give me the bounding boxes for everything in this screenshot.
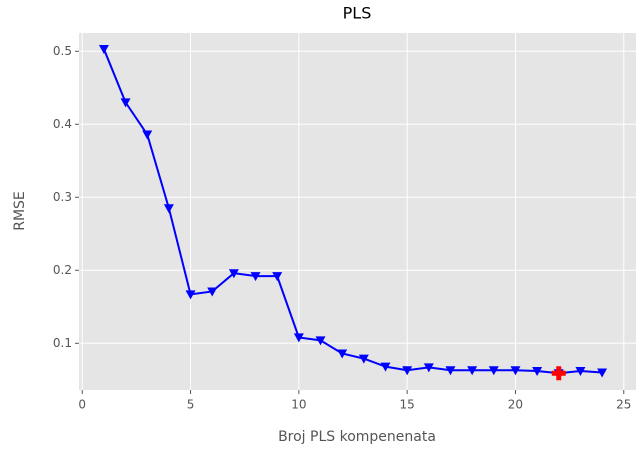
plot-area (79, 33, 636, 390)
y-tick-label: 0.3 (53, 190, 72, 204)
y-tick-label: 0.4 (53, 117, 72, 131)
marker (98, 45, 109, 55)
highlight-marker (551, 366, 566, 381)
marker (445, 366, 456, 376)
marker (142, 130, 153, 140)
line (102, 48, 603, 375)
marker (488, 366, 499, 376)
marker (228, 269, 239, 279)
y-tick-label: 0.2 (53, 263, 72, 277)
marker (337, 349, 348, 359)
x-tick-label: 25 (616, 398, 631, 412)
marker (185, 290, 196, 300)
marker (358, 354, 369, 364)
y-axis-label: RMSE (12, 191, 28, 231)
y-tick-label: 0.5 (53, 44, 72, 58)
x-tick-label: 5 (187, 398, 195, 412)
marker (510, 366, 521, 376)
marker (532, 367, 543, 377)
marker (272, 272, 283, 282)
x-tick-label: 15 (400, 398, 415, 412)
x-tick-label: 10 (291, 398, 306, 412)
marker (207, 287, 218, 297)
marker (575, 367, 586, 377)
marker (467, 366, 478, 376)
marker (380, 362, 391, 372)
marker (293, 333, 304, 343)
x-tick-label: 20 (508, 398, 523, 412)
marker (163, 204, 174, 214)
marker (250, 272, 261, 282)
marker (597, 368, 608, 378)
x-tick-label: 0 (78, 398, 86, 412)
x-axis-label: Broj PLS kompenenata (278, 429, 436, 445)
marker (120, 98, 131, 108)
marker (315, 336, 326, 346)
chart-title: PLS (343, 4, 372, 23)
marker (423, 363, 434, 373)
marker (402, 366, 413, 376)
y-tick-label: 0.1 (53, 336, 72, 350)
